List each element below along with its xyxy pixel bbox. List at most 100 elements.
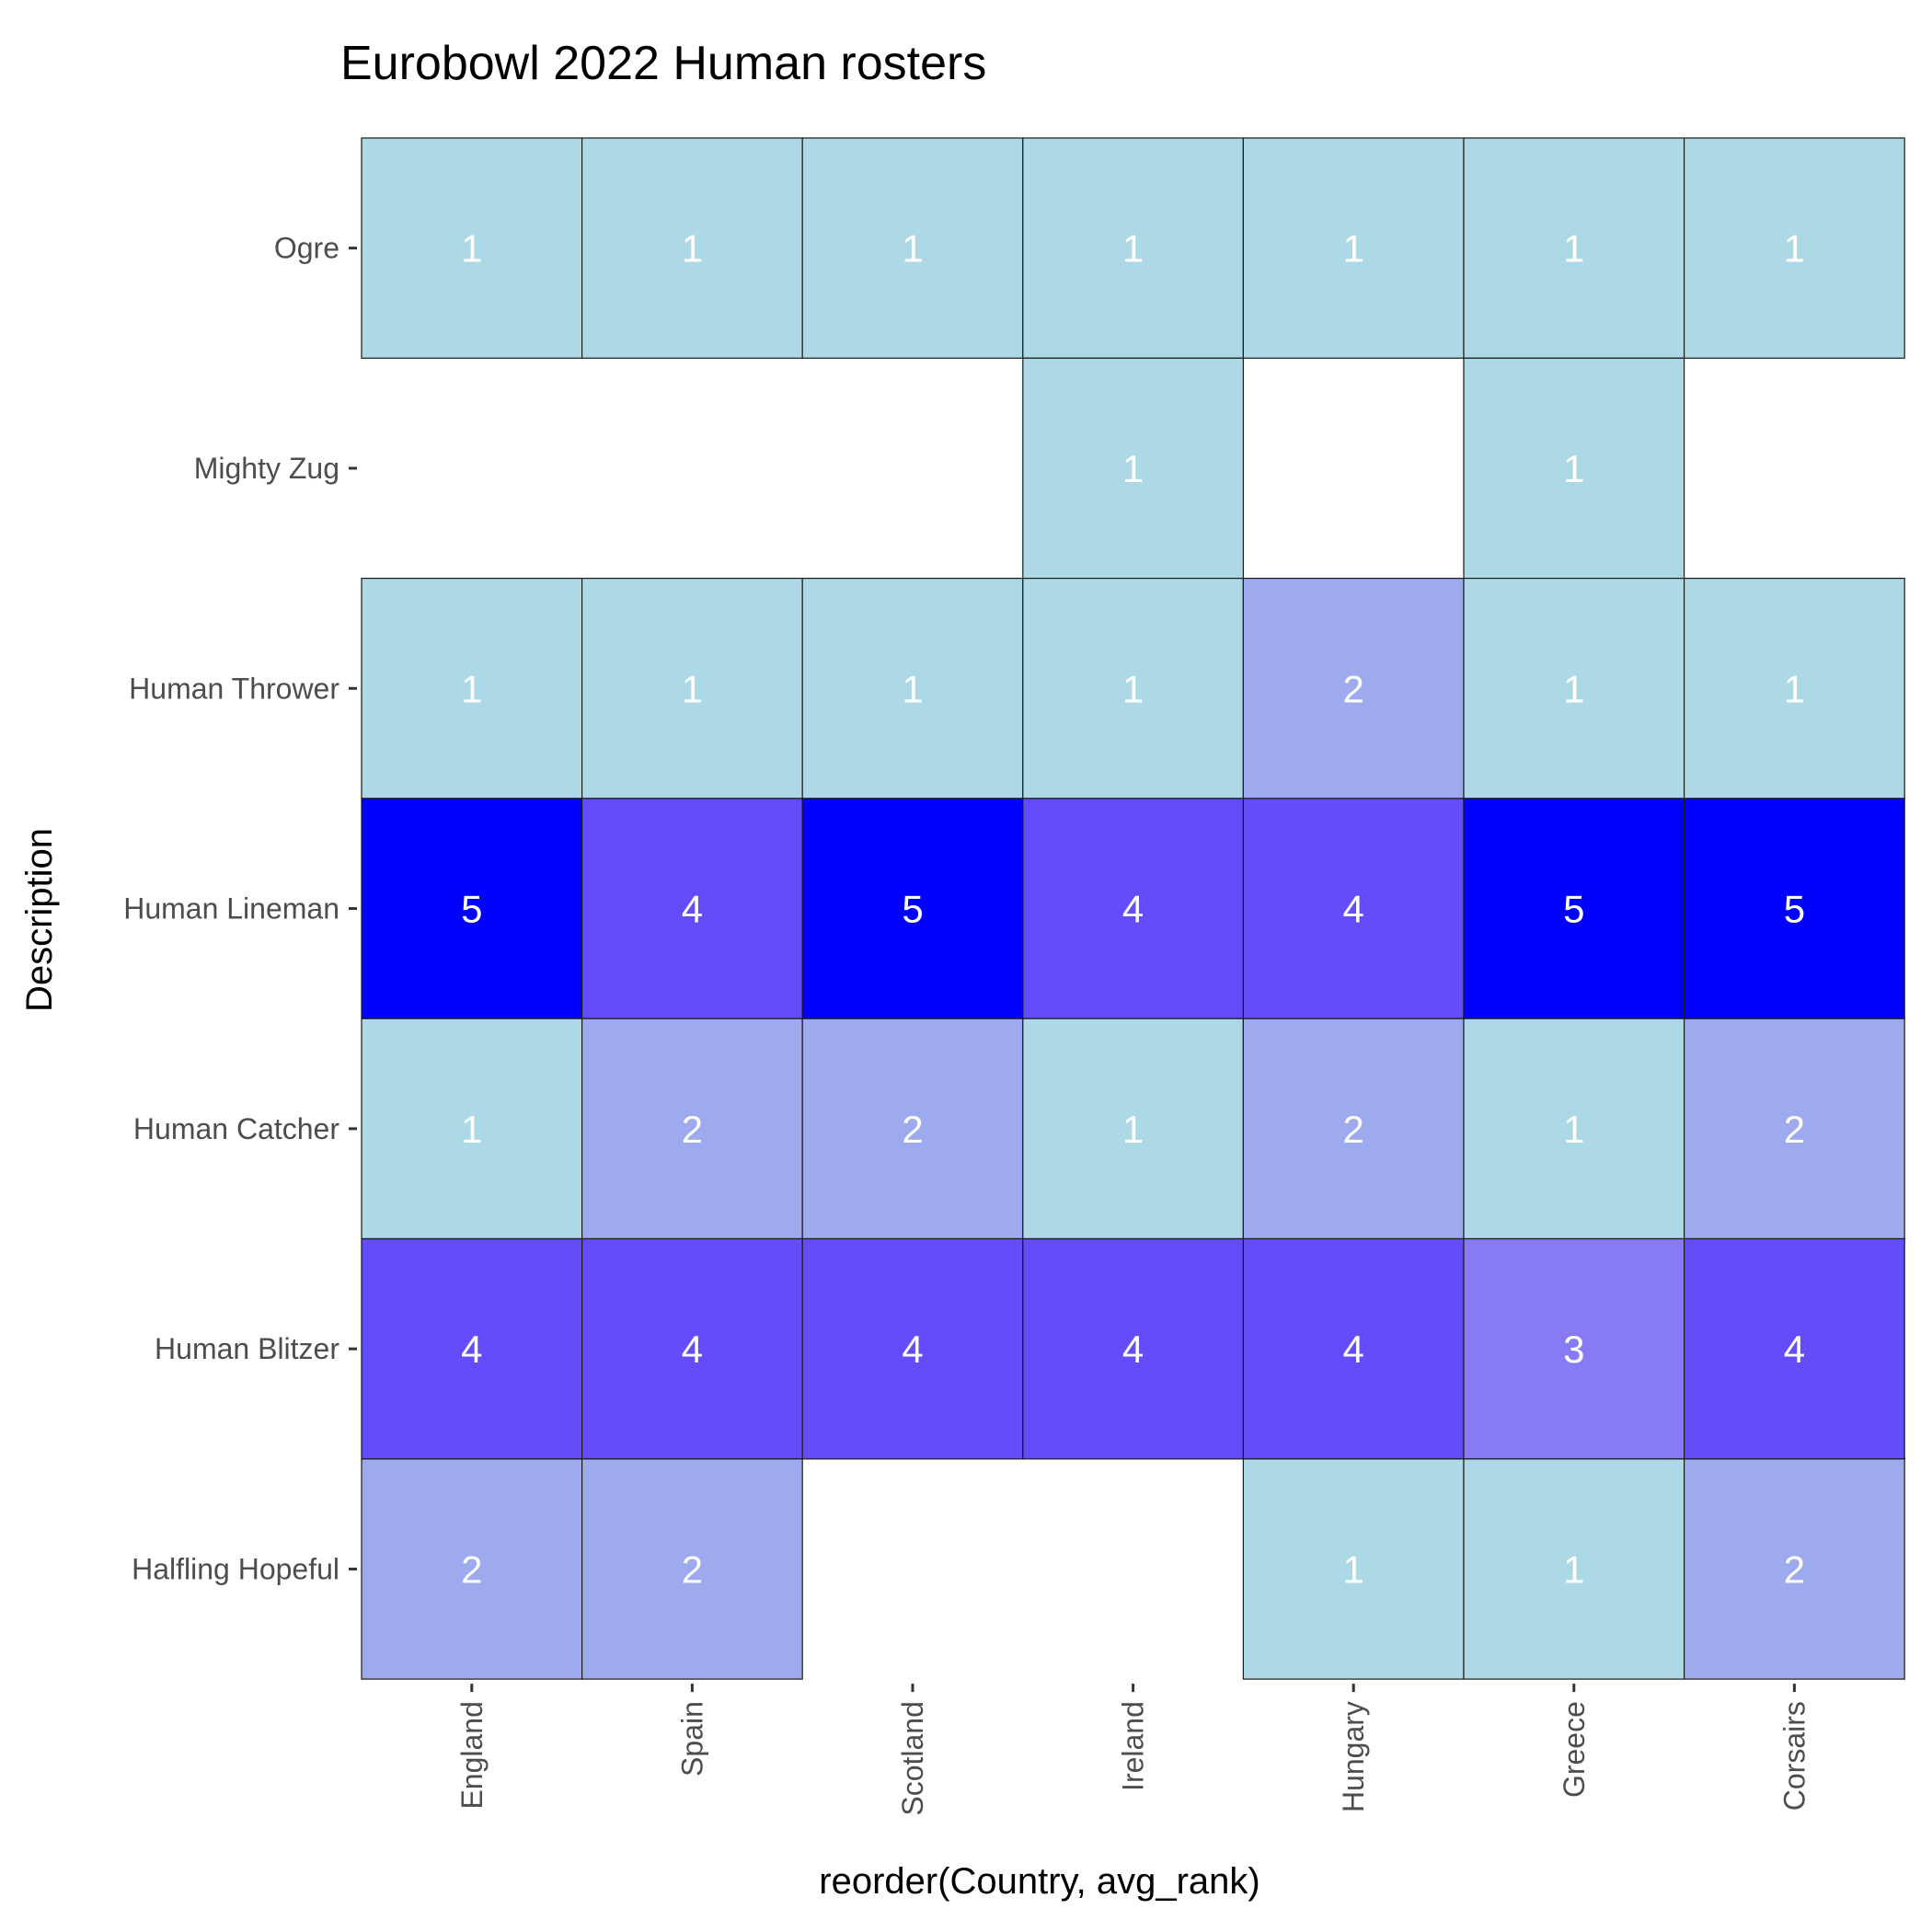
cell-value-label: 4 bbox=[682, 1328, 703, 1371]
cell-value-label: 1 bbox=[1784, 227, 1805, 270]
x-tick-label: Spain bbox=[675, 1701, 708, 1777]
y-tick-label: Halfling Hopeful bbox=[132, 1552, 339, 1585]
x-tick-label: Ireland bbox=[1117, 1701, 1150, 1791]
cell-value-label: 1 bbox=[1122, 447, 1144, 490]
heatmap-cell bbox=[1683, 1018, 1905, 1240]
tiles-layer bbox=[361, 137, 1905, 1680]
heatmap-cell bbox=[1242, 1237, 1465, 1460]
cell-value-label: 5 bbox=[902, 888, 923, 931]
cell-value-label: 4 bbox=[1343, 1328, 1364, 1371]
cell-value-label: 1 bbox=[682, 667, 703, 710]
heatmap-cell bbox=[361, 1237, 583, 1460]
heatmap-cell bbox=[1022, 577, 1245, 799]
cell-value-label: 1 bbox=[1122, 667, 1144, 710]
cell-value-label: 3 bbox=[1563, 1328, 1584, 1371]
heatmap-cell bbox=[581, 1458, 803, 1680]
y-tick-label: Mighty Zug bbox=[194, 452, 339, 485]
cell-value-label: 2 bbox=[682, 1108, 703, 1151]
cell-value-label: 4 bbox=[1122, 1328, 1144, 1371]
cell-value-label: 1 bbox=[1563, 1547, 1584, 1591]
x-tick-label: Greece bbox=[1558, 1701, 1591, 1798]
heatmap-cell bbox=[801, 577, 1024, 799]
cell-value-label: 4 bbox=[1343, 888, 1364, 931]
heatmap-cell bbox=[361, 137, 583, 359]
y-axis: Ogre Mighty Zug Human Thrower Human Lineman… bbox=[123, 232, 357, 1585]
heatmap-cell bbox=[1242, 798, 1465, 1019]
cell-value-label: 2 bbox=[1784, 1547, 1805, 1591]
y-tick-label: Human Lineman bbox=[123, 892, 339, 926]
y-axis-title: Description bbox=[19, 828, 60, 1012]
heatmap-cell bbox=[1022, 357, 1245, 580]
cell-value-label: 2 bbox=[461, 1547, 482, 1591]
cell-value-label: 1 bbox=[1784, 667, 1805, 710]
heatmap-cell bbox=[1683, 1237, 1905, 1460]
heatmap-cell bbox=[801, 798, 1024, 1019]
y-tick-label: Ogre bbox=[274, 232, 339, 265]
cell-value-label: 1 bbox=[1563, 1108, 1584, 1151]
cell-value-label: 1 bbox=[902, 667, 923, 710]
cell-value-label: 1 bbox=[1343, 227, 1364, 270]
heatmap-cell bbox=[1463, 137, 1685, 359]
x-axis-title: reorder(Country, avg_rank) bbox=[819, 1861, 1259, 1902]
heatmap-cell bbox=[1022, 1018, 1245, 1240]
y-tick-label: Human Thrower bbox=[129, 672, 339, 705]
cell-value-label: 5 bbox=[461, 888, 482, 931]
cell-value-label: 2 bbox=[1343, 667, 1364, 710]
cell-value-label: 2 bbox=[1784, 1108, 1805, 1151]
cell-value-label: 4 bbox=[1784, 1328, 1805, 1371]
cell-value-label: 1 bbox=[461, 227, 482, 270]
heatmap-cell bbox=[581, 1018, 803, 1240]
cell-labels-layer: 1 1 1 1 1 1 1 1 1 1 1 1 1 2 1 1 5 4 5 4 4 5 5 1 2 2 1 2 1 2 4 4 4 4 4 3 4 2 2 1… bbox=[461, 227, 1805, 1592]
heatmap-cell bbox=[1683, 1458, 1905, 1680]
cell-value-label: 1 bbox=[461, 667, 482, 710]
chart-title: Eurobowl 2022 Human rosters bbox=[340, 37, 986, 90]
heatmap-cell bbox=[1242, 577, 1465, 799]
heatmap-cell bbox=[361, 1458, 583, 1680]
heatmap-cell bbox=[1683, 798, 1905, 1019]
y-tick-label: Human Catcher bbox=[133, 1112, 339, 1145]
x-tick-label: England bbox=[455, 1701, 489, 1809]
heatmap-cell bbox=[1463, 1458, 1685, 1680]
cell-value-label: 2 bbox=[1343, 1108, 1364, 1151]
cell-value-label: 4 bbox=[682, 888, 703, 931]
cell-value-label: 4 bbox=[1122, 888, 1144, 931]
x-axis: England Spain Scotland Ireland Hungary Greece… bbox=[455, 1684, 1811, 1816]
cell-value-label: 1 bbox=[1122, 1108, 1144, 1151]
cell-value-label: 1 bbox=[1343, 1547, 1364, 1591]
x-tick-label: Scotland bbox=[896, 1701, 929, 1816]
y-tick-label: Human Blitzer bbox=[155, 1332, 339, 1365]
cell-value-label: 5 bbox=[1563, 888, 1584, 931]
heatmap-cell bbox=[1463, 1018, 1685, 1240]
heatmap-cell bbox=[801, 1018, 1024, 1240]
heatmap-cell bbox=[1683, 137, 1905, 359]
heatmap-cell bbox=[1022, 798, 1245, 1019]
cell-value-label: 1 bbox=[1563, 447, 1584, 490]
heatmap-cell bbox=[1242, 1018, 1465, 1240]
heatmap-cell bbox=[1242, 1458, 1465, 1680]
cell-value-label: 2 bbox=[902, 1108, 923, 1151]
heatmap-cell bbox=[1242, 137, 1465, 359]
heatmap-cell bbox=[581, 137, 803, 359]
cell-value-label: 5 bbox=[1784, 888, 1805, 931]
cell-value-label: 4 bbox=[461, 1328, 482, 1371]
heatmap-cell bbox=[581, 798, 803, 1019]
cell-value-label: 1 bbox=[902, 227, 923, 270]
cell-value-label: 1 bbox=[461, 1108, 482, 1151]
cell-value-label: 2 bbox=[682, 1547, 703, 1591]
heatmap-cell bbox=[1022, 1237, 1245, 1460]
cell-value-label: 1 bbox=[682, 227, 703, 270]
heatmap-cell bbox=[801, 137, 1024, 359]
cell-value-label: 1 bbox=[1563, 667, 1584, 710]
heatmap-cell bbox=[1463, 577, 1685, 799]
heatmap-cell bbox=[361, 798, 583, 1019]
heatmap-cell bbox=[1683, 577, 1905, 799]
cell-value-label: 1 bbox=[1122, 227, 1144, 270]
x-tick-label: Corsairs bbox=[1777, 1701, 1811, 1811]
heatmap-cell bbox=[1022, 137, 1245, 359]
x-tick-label: Hungary bbox=[1337, 1701, 1370, 1812]
cell-value-label: 4 bbox=[902, 1328, 923, 1371]
heatmap-cell bbox=[1463, 798, 1685, 1019]
cell-value-label: 1 bbox=[1563, 227, 1584, 270]
